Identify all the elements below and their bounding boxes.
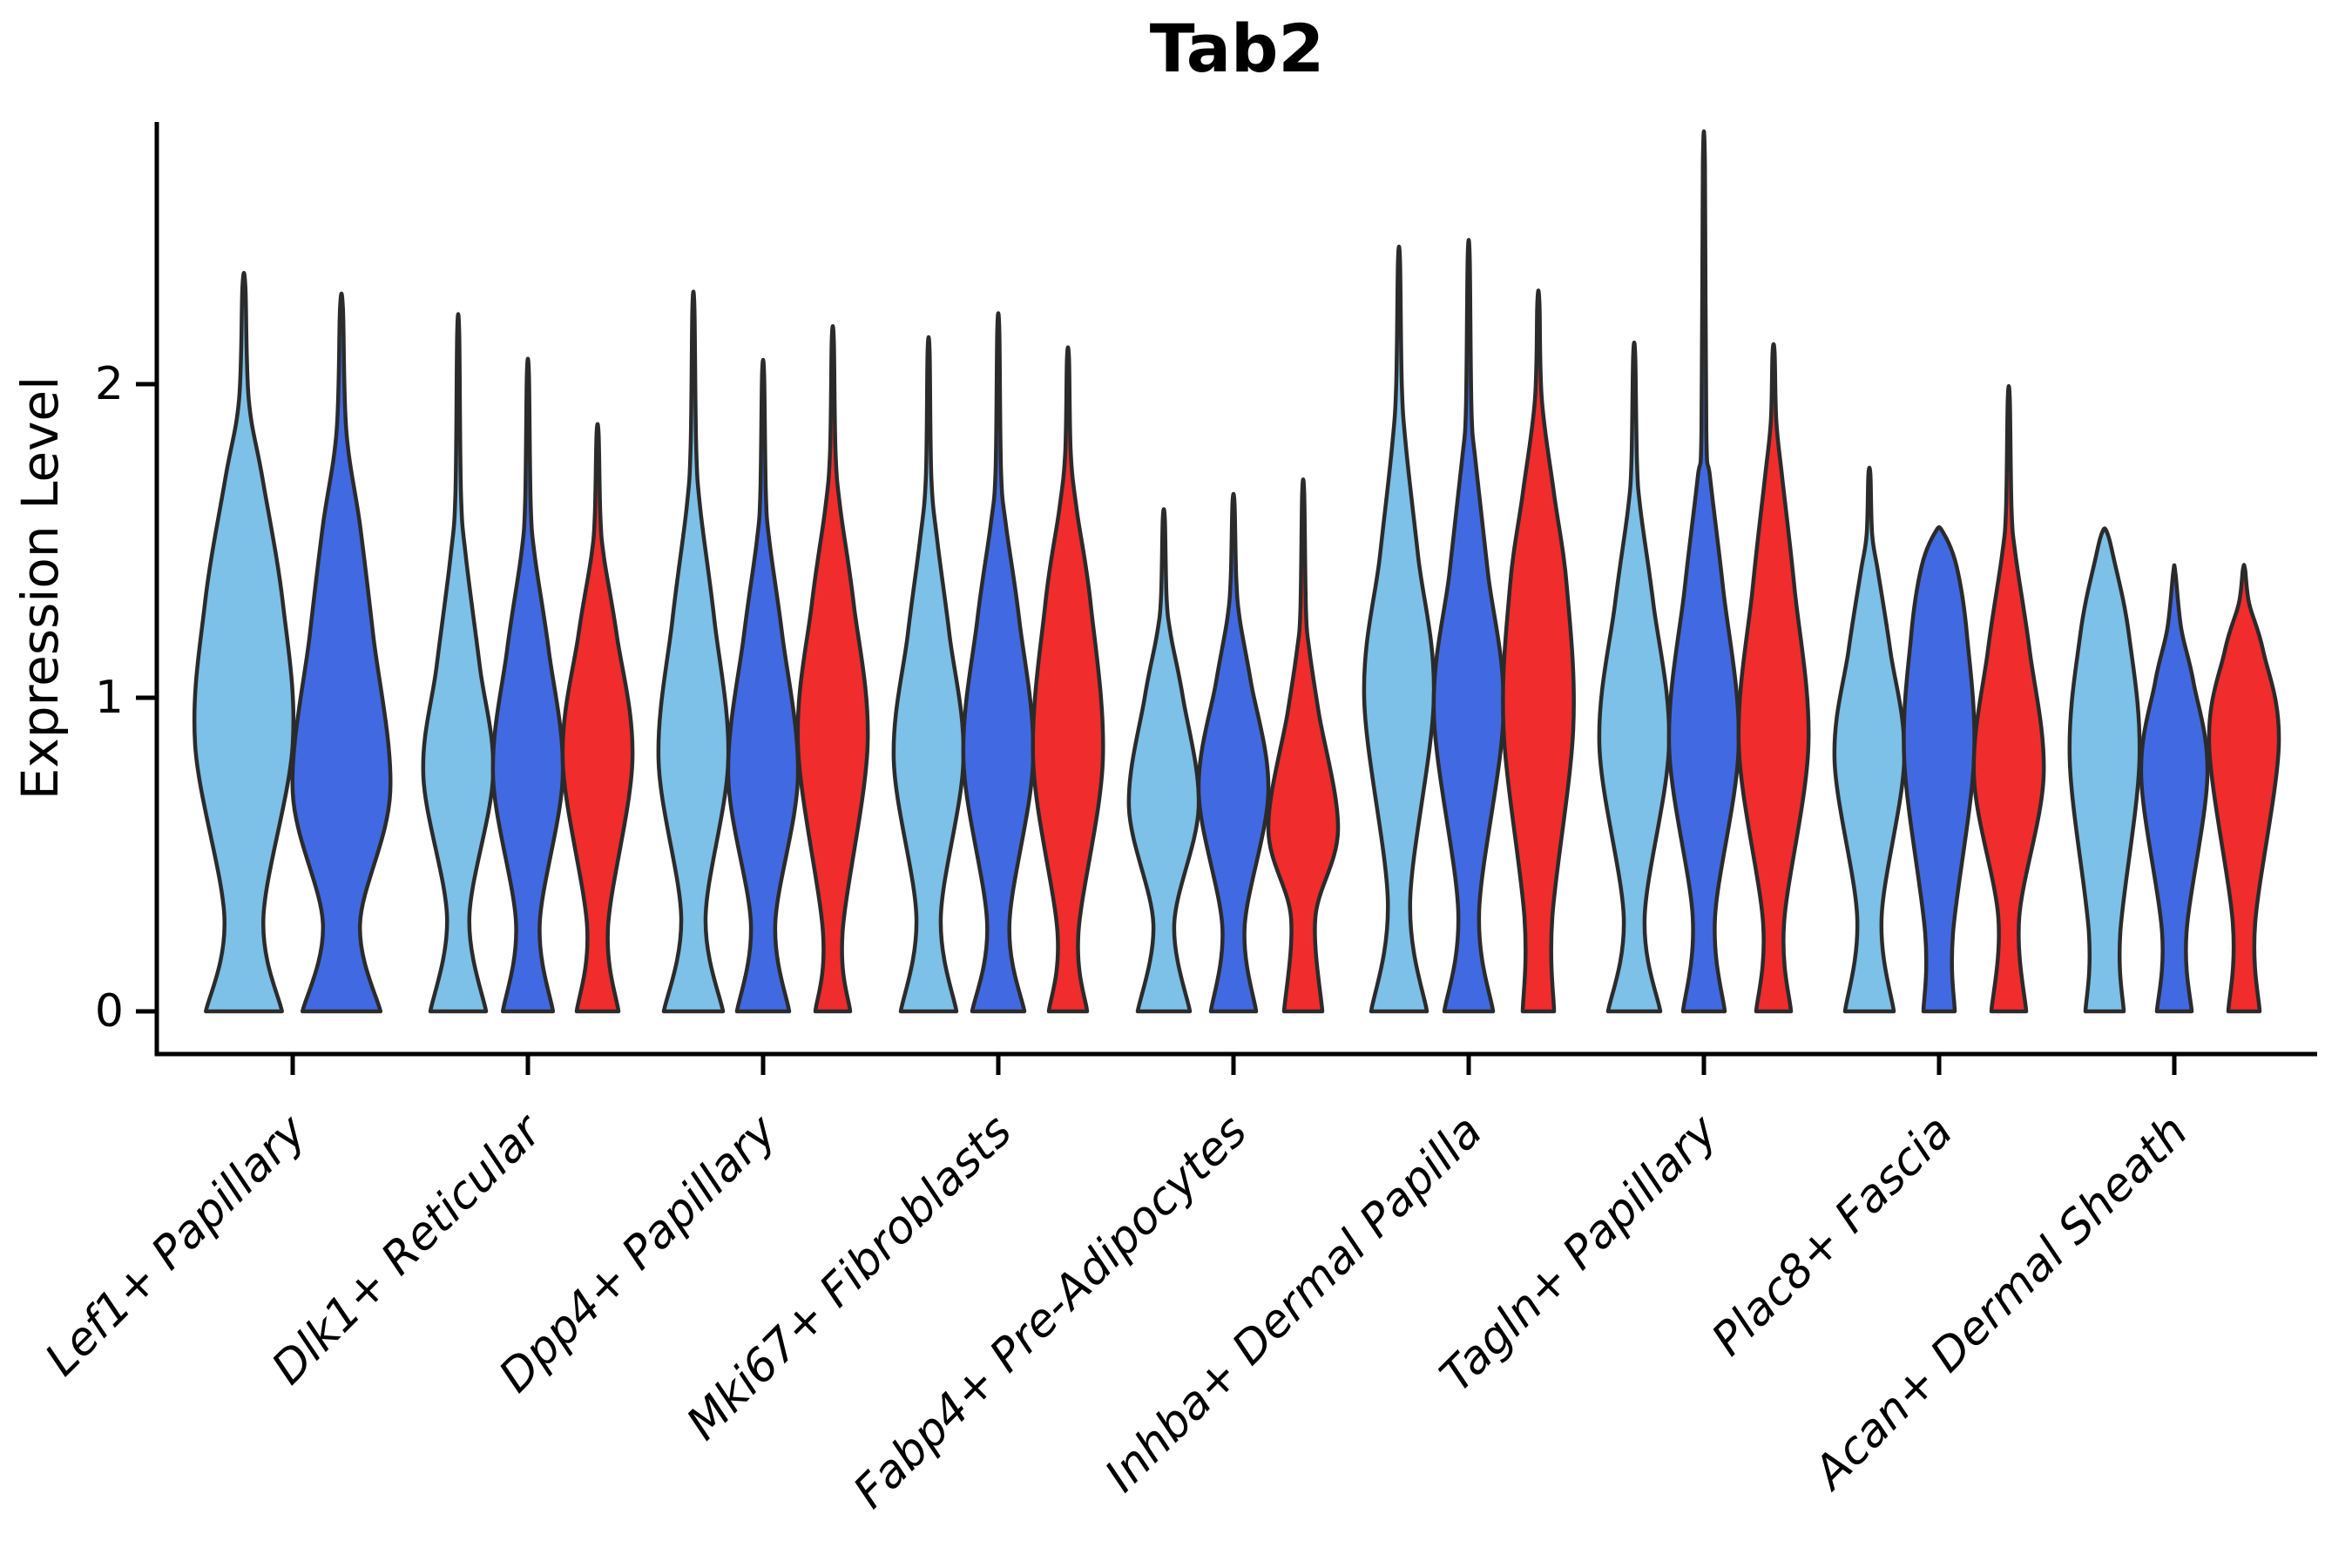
violin-dark-blue [1196,491,1271,1014]
violin-dark-blue [1666,129,1741,1014]
violin-dark-blue [2139,563,2210,1014]
x-category-label: Acan+ Dermal Sheath [1802,1105,2198,1501]
violin-red [560,422,635,1014]
violins [192,129,2281,1014]
violin-light-blue [1362,244,1436,1014]
y-tick-label: 0 [95,985,124,1037]
y-tick-label: 2 [95,358,124,410]
violin-red [795,324,870,1014]
axis-spine [154,122,2317,1057]
violin-dark-blue [726,357,801,1014]
violin-light-blue [891,335,966,1014]
violin-dark-blue [290,291,393,1014]
x-category-label: Fabp4+ Pre-Adipocytes [844,1105,1258,1519]
violin-light-blue [656,289,731,1014]
violin-dark-blue [1431,238,1506,1014]
violin-light-blue [421,312,496,1014]
chart-title: Tab2 [1150,10,1325,87]
violin-light-blue [1832,465,1907,1014]
violin-light-blue [192,270,296,1014]
x-category-label: Plac8+ Fascia [1702,1105,1963,1366]
y-tick-label: 1 [95,672,124,724]
violin-light-blue [1597,341,1672,1014]
violin-dark-blue [1902,525,1977,1014]
violin-dark-blue [961,311,1036,1014]
violin-red [1971,384,2046,1014]
violin-light-blue [1126,507,1201,1014]
y-axis-label: Expression Level [10,376,70,800]
violin-red [1266,477,1341,1014]
violin-red [2207,563,2281,1014]
violin-dark-blue [490,356,565,1014]
violin-red [1031,345,1105,1014]
violin-red [1736,341,1811,1014]
violin-red [1501,288,1576,1014]
violin-light-blue [2067,526,2142,1014]
x-category-label: Inhba+ Dermal Papilla [1095,1105,1492,1503]
